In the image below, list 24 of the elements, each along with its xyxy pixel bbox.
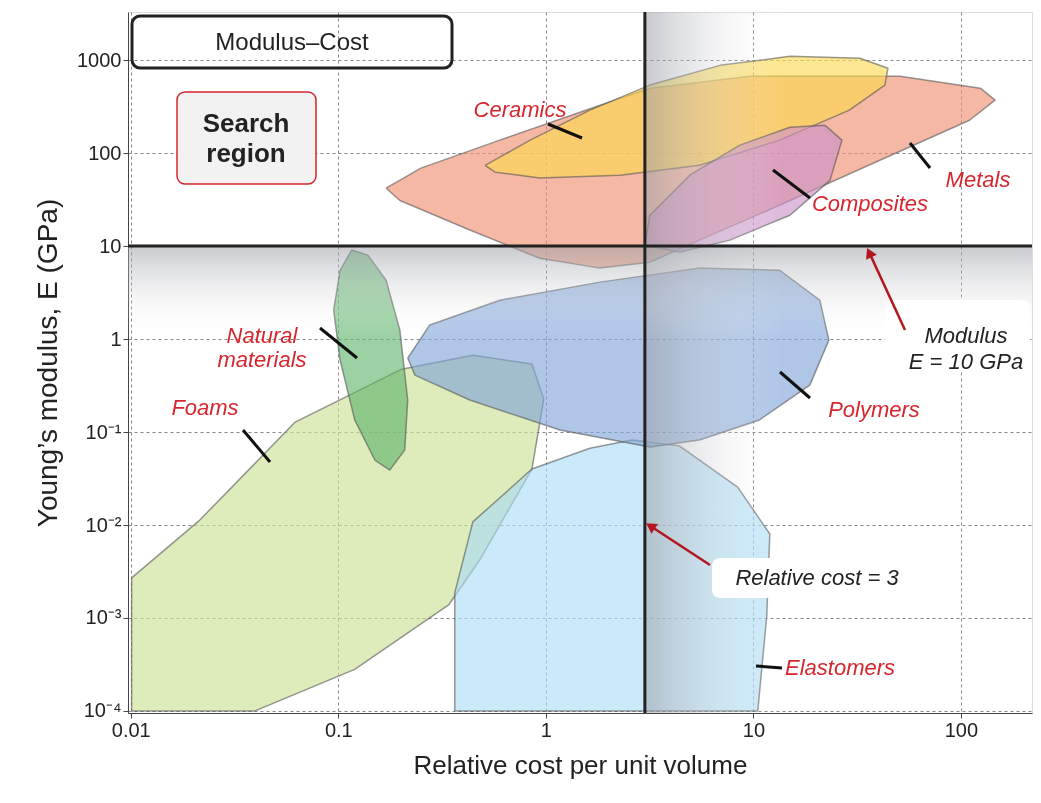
x-tick-label: 1 xyxy=(540,718,552,741)
series-label: Ceramics xyxy=(473,97,567,122)
ref-line-label: Modulus E = 10 GPa xyxy=(908,323,1024,374)
y-tick-label: 10⁻³ xyxy=(85,606,122,629)
y-tick-label: 10 xyxy=(99,234,122,257)
x-tick-label: 100 xyxy=(944,718,979,741)
y-tick-label: 1000 xyxy=(77,48,122,71)
y-axis-title: Young’s modulus, E (GPa) xyxy=(32,198,64,528)
y-tick-label: 10⁻² xyxy=(85,513,122,536)
series-label: Foams xyxy=(171,395,239,420)
x-tick-label: 10 xyxy=(742,718,766,741)
x-tick-label: 0.1 xyxy=(324,718,353,741)
y-tick-label: 100 xyxy=(88,141,122,164)
series-label: Composites xyxy=(811,191,929,216)
text: Modulus–Cost xyxy=(215,28,370,55)
series-label: Natural materials xyxy=(217,323,307,372)
series-label: Metals xyxy=(945,167,1011,192)
series-label: Elastomers xyxy=(784,655,896,680)
x-axis-title: Relative cost per unit volume xyxy=(413,749,748,780)
ref-line-label: Relative cost = 3 xyxy=(735,565,900,590)
series-label: Polymers xyxy=(828,397,920,422)
annotation: Search region xyxy=(202,108,290,168)
y-tick-label: 10⁻¹ xyxy=(85,420,122,443)
y-tick-label: 1 xyxy=(110,327,122,350)
